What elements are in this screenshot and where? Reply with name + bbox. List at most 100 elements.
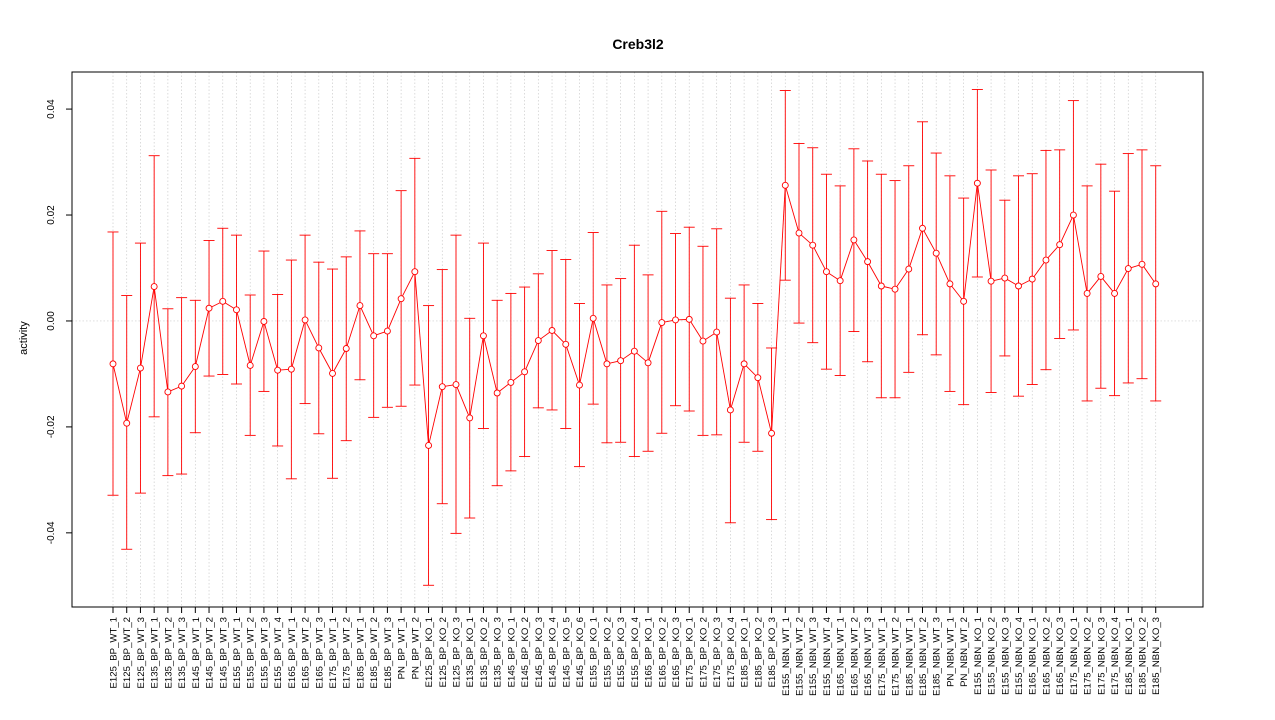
data-point	[603, 360, 611, 368]
series-segment	[922, 228, 937, 254]
series-segment	[963, 183, 978, 302]
x-tick-label: E155_NBN_KO_1	[973, 617, 984, 695]
data-point	[507, 378, 515, 386]
x-tick-label: E165_NBN_WT_3	[863, 617, 874, 696]
data-point	[891, 285, 899, 293]
x-tick-label: E135_BP_KO_1	[465, 617, 476, 687]
x-tick-label: E155_NBN_WT_3	[808, 617, 819, 696]
data-point	[658, 319, 666, 326]
y-axis: -0.04 -0.02 0.00 0.02 0.04	[46, 99, 72, 544]
x-tick-label: E185_NBN_WT_3	[932, 617, 943, 696]
series-segment	[716, 332, 731, 411]
data-point	[630, 347, 638, 355]
x-tick-label: E185_NBN_WT_2	[918, 617, 929, 696]
series-segment	[812, 245, 827, 272]
data-point	[479, 332, 487, 340]
data-point	[301, 316, 309, 324]
x-tick-label: E185_BP_WT_1	[355, 617, 366, 688]
series-segment	[853, 239, 868, 262]
series-segment	[1059, 214, 1074, 245]
series-segment	[565, 344, 580, 386]
x-tick-label: E155_NBN_KO_3	[1000, 617, 1011, 695]
x-tick-label: E165_BP_KO_2	[657, 617, 668, 687]
x-tick-label: E155_BP_KO_1	[589, 617, 600, 687]
x-tick-label: PN_BP_WT_2	[410, 617, 421, 679]
data-point	[150, 283, 158, 290]
series-segment	[455, 384, 471, 419]
data-point	[425, 441, 433, 449]
data-point	[315, 344, 323, 352]
data-point	[274, 366, 282, 374]
x-tick-label: E165_NBN_KO_2	[1041, 617, 1052, 695]
x-tick-label: E175_NBN_WT_2	[891, 617, 902, 696]
data-point	[205, 304, 213, 312]
plot-frame	[71, 71, 1204, 608]
data-point	[1069, 211, 1077, 219]
series-segment	[345, 305, 361, 349]
series-segment	[263, 321, 279, 371]
data-point	[219, 297, 227, 305]
series-segment	[935, 252, 951, 285]
data-point	[178, 382, 186, 390]
x-tick-label: E185_NBN_KO_2	[1138, 617, 1149, 695]
series-segment	[483, 335, 498, 394]
x-tick-label: E155_NBN_WT_1	[781, 617, 792, 696]
x-tick-label: PN_NBN_WT_2	[959, 617, 970, 687]
data-point	[562, 340, 570, 348]
series-segment	[414, 271, 430, 446]
data-point	[1001, 274, 1009, 282]
x-tick-label: E185_NBN_KO_3	[1151, 617, 1162, 695]
series-segment	[908, 228, 923, 270]
data-point	[109, 360, 117, 368]
data-point	[466, 414, 474, 422]
data-point	[233, 306, 240, 314]
series-segment	[867, 261, 882, 287]
x-tick-label: E125_BP_KO_2	[438, 617, 449, 687]
series-segment	[181, 366, 196, 387]
y-tick-label: -0.02	[46, 415, 57, 438]
x-tick-label: E155_BP_WT_4	[273, 616, 284, 688]
x-tick-label: E155_BP_KO_4	[630, 616, 641, 687]
series-segment	[729, 363, 745, 411]
series-segment	[332, 348, 347, 374]
data-point	[397, 295, 405, 303]
series-segment	[839, 239, 855, 281]
x-tick-label: E125_BP_WT_2	[122, 617, 133, 688]
x-tick-label: E185_NBN_WT_1	[904, 617, 915, 696]
x-tick-label: E165_BP_KO_1	[644, 617, 655, 687]
series-segment	[592, 318, 608, 364]
data-point	[123, 419, 131, 427]
data-point	[287, 365, 295, 373]
x-tick-label: E175_NBN_WT_1	[877, 617, 888, 696]
x-tick-label: E175_NBN_KO_3	[1096, 617, 1107, 695]
data-point	[589, 314, 597, 322]
x-tick-label: E175_BP_WT_2	[342, 617, 353, 688]
data-point	[781, 181, 789, 189]
series-segment	[153, 286, 169, 392]
x-tick-label: E145_BP_KO_6	[575, 617, 586, 687]
x-tick-label: E125_BP_WT_1	[109, 617, 120, 688]
x-tick-label: E165_NBN_WT_1	[836, 617, 847, 696]
data-point	[932, 249, 940, 257]
x-tick-label: E155_NBN_KO_2	[987, 617, 998, 695]
data-point	[260, 318, 268, 325]
y-tick-label: 0.00	[46, 311, 57, 331]
x-tick-label: E145_BP_WT_1	[191, 617, 202, 688]
x-tick-label: E165_BP_WT_1	[287, 617, 298, 688]
series-segment	[976, 183, 992, 282]
x-tick-label: E145_BP_WT_3	[218, 617, 229, 688]
x-tick-label: E175_BP_KO_2	[698, 617, 709, 687]
series-segment	[771, 185, 786, 434]
x-tick-label: E185_BP_WT_2	[369, 617, 380, 688]
series-segment	[1114, 268, 1129, 294]
data-point	[191, 363, 199, 370]
y-axis-label: activity	[18, 321, 30, 355]
data-point	[1152, 280, 1160, 288]
series-segment	[579, 318, 594, 386]
x-tick-label: E185_NBN_KO_1	[1124, 617, 1135, 695]
data-point	[685, 315, 693, 323]
data-point	[809, 241, 817, 249]
x-tick-label: E145_BP_KO_2	[520, 617, 531, 687]
data-point	[973, 179, 981, 187]
